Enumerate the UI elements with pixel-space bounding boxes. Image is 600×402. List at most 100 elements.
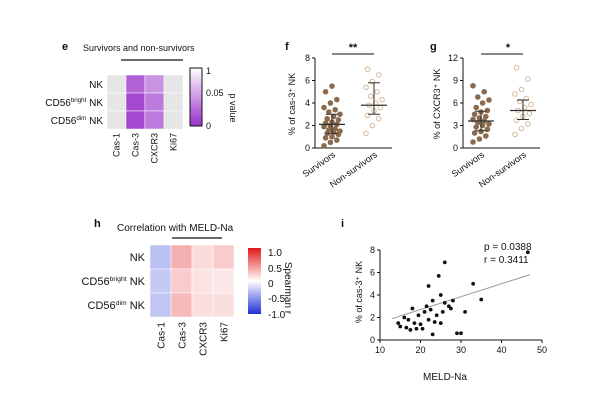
data-point-f [326, 127, 332, 133]
data-point-g [486, 97, 492, 103]
data-point-i [416, 313, 421, 318]
data-point-i [424, 304, 429, 309]
data-point-g [483, 133, 489, 139]
data-point-i [434, 313, 439, 318]
data-point-i [455, 331, 459, 336]
heatmap-h-cell [149, 292, 172, 318]
axis-i-xlabel: MELD-Na [423, 372, 467, 383]
data-point-g [528, 101, 534, 108]
data-point-i [471, 281, 476, 286]
significance-f: ** [349, 42, 358, 54]
data-point-i [402, 315, 407, 320]
data-point-g [512, 131, 518, 138]
significance-g: * [506, 42, 511, 54]
data-point-f [377, 104, 384, 111]
colorbar-h-tick: 1.0 [268, 248, 282, 259]
data-point-f [326, 109, 332, 115]
colorbar-h-label: Spearman r [282, 262, 293, 315]
data-point-i [422, 309, 427, 314]
heatmap-e-cell [144, 92, 165, 112]
axis-g-ylabel: % of CXCR3⁺ NK [432, 69, 442, 140]
data-point-i [420, 326, 425, 331]
data-point-f [334, 137, 340, 143]
data-point-i [428, 307, 433, 312]
data-point-g [471, 111, 478, 118]
colorbar-h [248, 248, 261, 314]
data-point-i [414, 326, 419, 331]
annotation-p: p = 0.0388 [484, 242, 532, 253]
data-point-i [396, 321, 401, 326]
heatmap-h-cell [149, 268, 172, 294]
axis-f-ytick-label: 4 [305, 98, 310, 108]
data-point-g [518, 125, 525, 132]
data-point-i [430, 332, 435, 337]
data-point-i [410, 306, 415, 311]
colorbar-e-tick: 0.05 [206, 88, 224, 98]
colorbar-h-tick: 0.5 [268, 264, 282, 275]
heatmap-e-col-label: Ki67 [169, 133, 179, 151]
heatmap-e-cell [106, 74, 127, 94]
data-point-i [426, 317, 431, 322]
heatmap-h-cell [191, 244, 214, 270]
heatmap-h-cell [149, 244, 172, 270]
data-point-g [483, 113, 489, 120]
data-point-f [337, 111, 343, 118]
axis-g-ytick-label: 3 [453, 121, 458, 131]
data-point-i [525, 250, 530, 255]
panel-label-f: f [285, 41, 289, 53]
heatmap-h-cell [170, 244, 193, 270]
data-point-f [335, 117, 342, 123]
trend-line [391, 274, 531, 320]
heatmap-h-cell [212, 292, 235, 318]
data-point-g [470, 139, 476, 145]
heatmap-e-cell [163, 110, 184, 130]
data-point-f [321, 104, 327, 111]
axis-i-xtick-label: 30 [456, 345, 466, 355]
axis-f-ylabel: % of cas-3⁺ NK [287, 73, 297, 135]
data-point-g [471, 130, 478, 136]
data-point-i [442, 260, 447, 265]
data-point-g [476, 136, 483, 142]
heatmap-h-cell [170, 268, 193, 294]
panel-label-i: i [341, 218, 344, 230]
data-point-f [324, 115, 331, 122]
data-point-i [442, 300, 447, 305]
data-point-f [379, 96, 385, 103]
axis-f-ytick-label: 8 [305, 53, 310, 63]
heatmap-e-cell [125, 74, 146, 94]
heatmap-e-cell [106, 110, 127, 130]
data-point-f [334, 96, 340, 103]
axis-g-ytick-label: 0 [453, 143, 458, 153]
axis-f-ytick-label: 2 [305, 121, 310, 131]
colorbar-e-tick: 0 [206, 121, 211, 131]
heatmap-h-row-label: CD56bright NK [81, 276, 145, 288]
axis-i-ytick-label: 4 [370, 290, 375, 300]
axis-g-ytick-label: 9 [453, 76, 458, 86]
data-point-i [418, 322, 423, 327]
data-point-i [440, 309, 445, 314]
category-label-f: Survivors [301, 149, 338, 179]
heatmap-e-row-label: CD56bright NK [45, 97, 103, 109]
data-point-g [479, 100, 486, 106]
colorbar-h-tick: 0 [268, 279, 274, 290]
heatmap-e-col-label: Cas-3 [131, 133, 141, 157]
heatmap-e-row-label: NK [89, 80, 103, 91]
data-point-g [473, 124, 480, 130]
heatmap-h-cell [191, 268, 214, 294]
data-point-f [327, 139, 334, 146]
data-point-i [430, 298, 435, 303]
axis-i-ylabel: % of cas-3⁺ NK [354, 261, 364, 323]
axis-i-ytick-label: 6 [370, 268, 375, 278]
data-point-i [459, 331, 463, 336]
panel-label-h: h [94, 218, 101, 230]
data-point-i [406, 317, 411, 322]
data-point-i [436, 273, 441, 278]
data-point-i [438, 293, 443, 297]
data-point-f [321, 142, 327, 149]
axis-f-ytick-label: 6 [305, 76, 310, 86]
data-point-f [329, 83, 335, 89]
axis-g-ytick-label: 6 [453, 98, 458, 108]
category-label-g: Survivors [450, 149, 487, 179]
data-point-g [486, 121, 492, 127]
heatmap-e-cell [163, 74, 184, 94]
